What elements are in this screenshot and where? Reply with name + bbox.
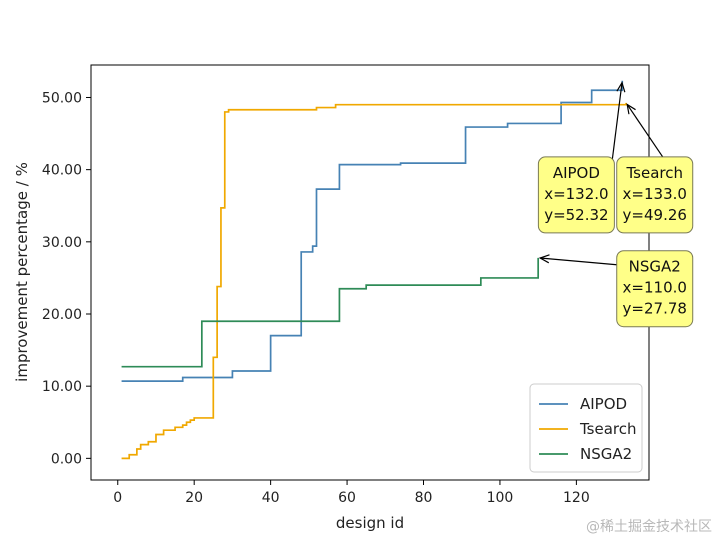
annotation-text: y=49.26 [623, 206, 687, 224]
series-line-tsearch [121, 102, 627, 460]
annotation-text: y=27.78 [623, 300, 687, 318]
annotation-box-tsearch [616, 156, 694, 234]
annotation-text: AIPOD [553, 164, 600, 182]
annotation-arrow-head [538, 254, 550, 264]
annotation-arrow-line [540, 257, 617, 266]
watermark-text: @稀土掘金技术社区 [586, 519, 712, 535]
y-tick-label: 30.00 [42, 235, 82, 251]
legend-label-aipod: AIPOD [580, 395, 627, 413]
x-axis-label: design id [336, 514, 404, 532]
y-tick-label: 50.00 [42, 90, 82, 106]
y-tick-label: 0.00 [51, 451, 82, 467]
annotation-text: x=133.0 [623, 185, 687, 203]
annotation-arrow-head [626, 103, 636, 115]
y-axis-label: improvement percentage / % [13, 162, 31, 382]
annotation-text: Tsearch [625, 164, 683, 182]
series-line-aipod [121, 80, 624, 382]
annotation-arrow-line [611, 82, 623, 159]
annotation-text: x=132.0 [544, 185, 608, 203]
annotation-text: NSGA2 [629, 258, 681, 276]
x-tick-label: 120 [563, 490, 590, 506]
annotation-box-aipod [537, 156, 615, 234]
y-tick-label: 10.00 [42, 379, 82, 395]
legend-label-nsga2: NSGA2 [580, 445, 632, 463]
series-line-nsga2 [121, 257, 540, 368]
annotation-text: y=52.32 [544, 206, 608, 224]
y-tick-label: 20.00 [42, 307, 82, 323]
x-tick-label: 0 [113, 490, 122, 506]
x-tick-label: 100 [487, 490, 514, 506]
legend-label-tsearch: Tsearch [579, 420, 637, 438]
y-tick-label: 40.00 [42, 163, 82, 179]
annotation-arrow-line [626, 104, 664, 158]
x-tick-label: 20 [185, 490, 203, 506]
annotation-text: x=110.0 [623, 279, 687, 297]
legend-box [529, 383, 643, 473]
x-tick-label: 40 [262, 490, 280, 506]
annotation-arrow-head [616, 81, 626, 93]
x-tick-label: 80 [415, 490, 433, 506]
annotation-box-nsga2 [616, 250, 694, 328]
x-tick-label: 60 [338, 490, 356, 506]
